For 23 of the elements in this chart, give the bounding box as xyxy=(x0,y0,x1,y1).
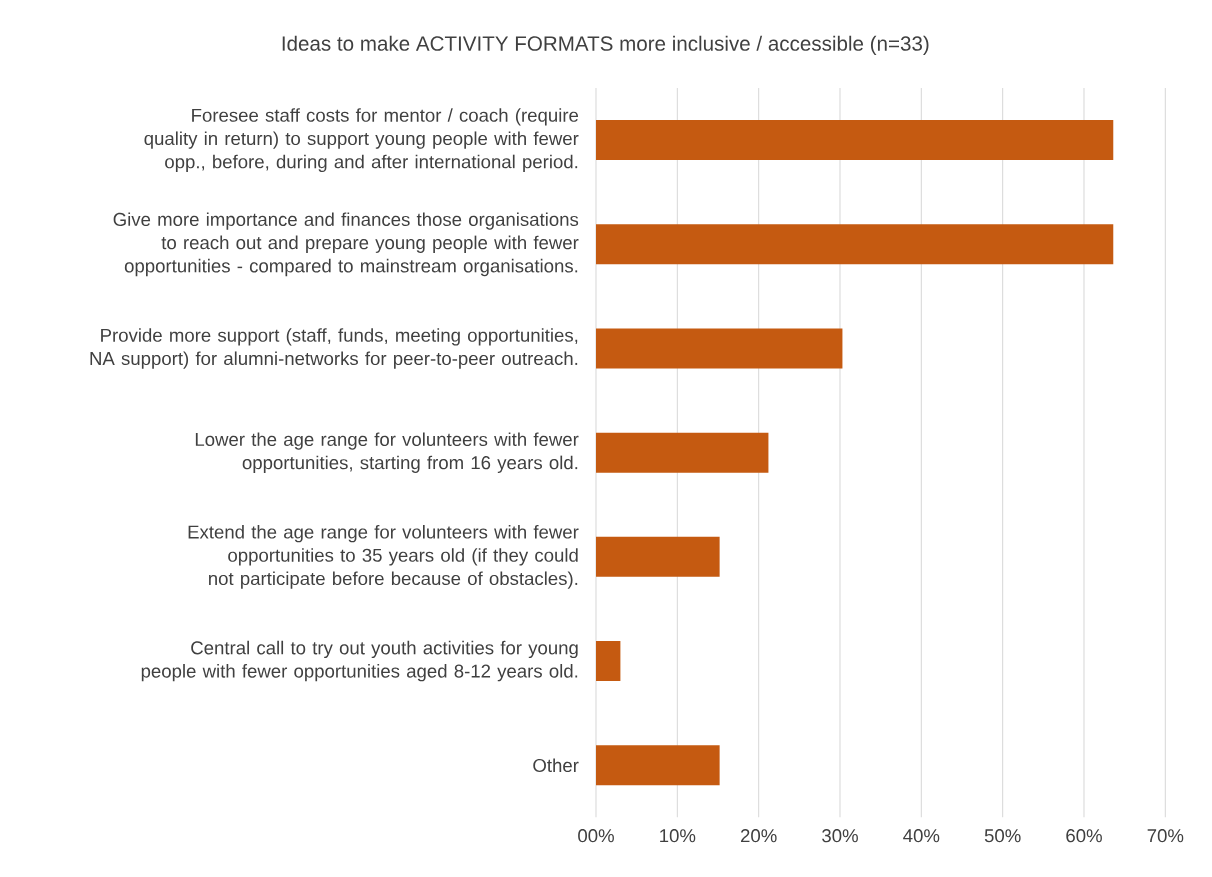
bar xyxy=(596,328,843,369)
y-tick-label: Lower the age range for volunteers with fewer opportunities, starting from 16 years old. xyxy=(195,432,579,473)
bar xyxy=(596,119,1114,160)
bar xyxy=(596,745,720,786)
y-tick-label: Other xyxy=(533,758,579,772)
x-tick-label: 30% xyxy=(822,828,858,843)
x-tick-label: 60% xyxy=(1066,828,1102,843)
y-tick-label: Central call to try out youth activities for young people with fewer opportunities aged 8-12 years old. xyxy=(141,640,578,682)
bar xyxy=(596,640,621,681)
bar xyxy=(596,432,769,473)
x-tick-label: 50% xyxy=(984,828,1021,843)
bar xyxy=(596,536,720,577)
x-tick-label: 70% xyxy=(1147,828,1184,843)
x-tick-label: 40% xyxy=(903,828,940,843)
chart-title: Ideas to make ACTIVITY FORMATS more inclusive / accessible (n=33) xyxy=(282,35,929,55)
bar xyxy=(596,224,1114,265)
y-tick-label: Extend the age range for volunteers with fewer opportunities to 35 years old (if they could not participate before because of obstacles). xyxy=(188,524,579,589)
x-tick-label: 10% xyxy=(660,828,696,843)
y-tick-label: Provide more support (staff, funds, meeting opportunities, NA support) for alumni-networks for peer-to-peer outreach. xyxy=(90,328,578,369)
x-tick-label: 00% xyxy=(578,828,614,843)
y-tick-label: Foresee staff costs for mentor / coach (require quality in return) to support young people with fewer opp., before, during and after international period. xyxy=(144,108,579,172)
x-tick-label: 20% xyxy=(740,828,777,843)
y-tick-label: Give more importance and finances those organisations to reach out and prepare young people with fewer opportunities - compared to mainstream organisations. xyxy=(113,212,579,277)
